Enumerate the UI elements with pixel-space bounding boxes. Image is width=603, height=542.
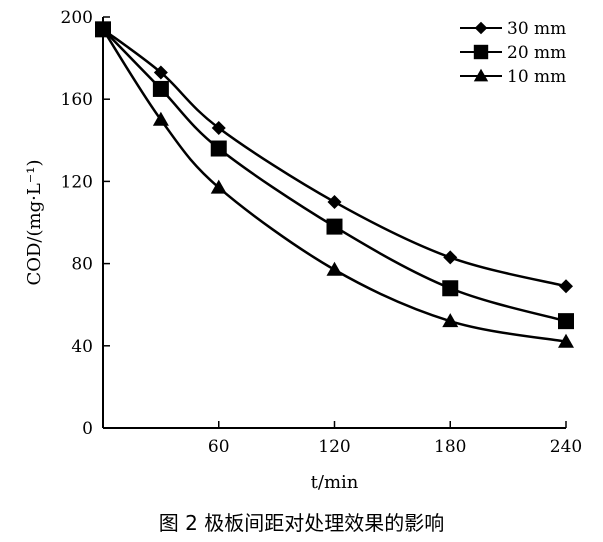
y-tick-label: 40: [71, 337, 93, 357]
legend-marker-20-mm: [473, 44, 489, 60]
data-point-10-mm: [152, 111, 169, 126]
figure-caption: 图 2 极板间距对处理效果的影响: [158, 511, 445, 535]
data-point-30-mm: [153, 65, 168, 80]
legend-label-20-mm: 20 mm: [507, 43, 566, 63]
y-tick-label: 120: [61, 172, 93, 192]
data-point-30-mm: [559, 279, 573, 294]
legend-marker-30-mm: [474, 21, 488, 35]
x-tick-label: 60: [208, 437, 230, 457]
series-line-20-mm: [102, 28, 567, 323]
line-chart: 0 40 80 120 160 200 60 120 180 240 t/min COD/(mg·L⁻…: [24, 8, 582, 493]
data-point-20-mm: [442, 280, 459, 297]
series-line-30-mm: [102, 28, 567, 288]
data-point-10-mm: [442, 313, 459, 328]
y-tick-label: 0: [82, 419, 93, 439]
legend-marker-10-mm: [473, 68, 489, 82]
data-point-20-mm: [152, 80, 169, 97]
legend-label-30-mm: 30 mm: [507, 19, 566, 39]
data-point-20-mm: [558, 313, 574, 330]
x-tick-label: 120: [318, 437, 350, 457]
y-tick-label: 160: [61, 90, 93, 110]
data-point-10-mm: [326, 261, 343, 276]
data-point-30-mm: [211, 120, 226, 135]
data-point-30-mm: [443, 250, 458, 265]
x-axis-title: t/min: [311, 472, 359, 493]
y-tick-label: 80: [71, 255, 93, 275]
series-line-10-mm: [101, 28, 567, 343]
x-tick-label: 240: [550, 437, 582, 457]
y-tick-label: 200: [61, 8, 93, 28]
data-point-10-mm: [210, 179, 227, 194]
data-point-20-mm: [326, 218, 343, 235]
x-tick-label: 180: [434, 437, 466, 457]
data-point-10-mm: [558, 333, 574, 348]
data-point-20-mm: [210, 140, 227, 157]
legend-label-10-mm: 10 mm: [507, 67, 566, 87]
data-point-10-mm: [95, 21, 111, 36]
data-point-30-mm: [327, 194, 342, 209]
y-axis-title: COD/(mg·L⁻¹): [24, 159, 45, 285]
